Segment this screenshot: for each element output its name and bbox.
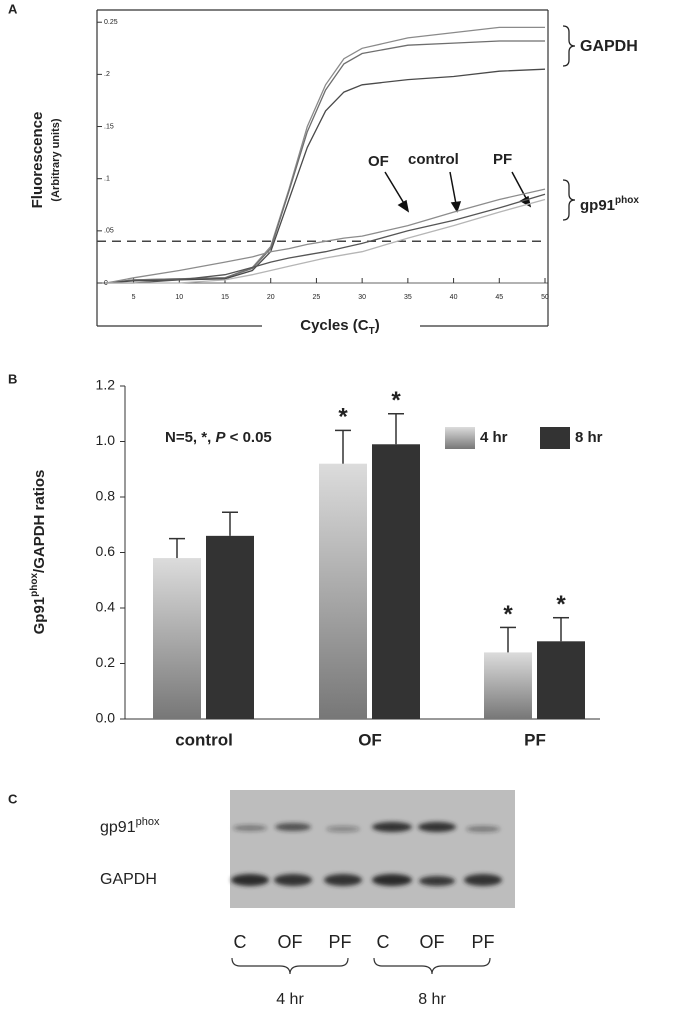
row-label-text: gp91 bbox=[100, 819, 136, 836]
y-tick-label: .15 bbox=[104, 123, 114, 130]
x-tick-label: 10 bbox=[175, 294, 183, 301]
x-tick-label: 30 bbox=[358, 294, 366, 301]
annotation: PF bbox=[493, 151, 512, 168]
y-tick-label: 0.8 bbox=[96, 488, 116, 504]
bar bbox=[537, 641, 585, 719]
x-tick-label: 40 bbox=[450, 294, 458, 301]
y-tick-label: .05 bbox=[104, 228, 114, 235]
curve bbox=[106, 40, 545, 284]
curve bbox=[106, 193, 546, 284]
note-text: N=5, *, bbox=[165, 429, 215, 446]
blot bbox=[230, 790, 515, 908]
y-tick-label: 0.2 bbox=[96, 654, 116, 670]
brace bbox=[562, 179, 576, 221]
note-end: < 0.05 bbox=[225, 429, 271, 446]
y-axis-label: (Arbitrary units) bbox=[50, 118, 62, 201]
curve bbox=[106, 26, 545, 284]
y-axis-label: Fluorescence bbox=[29, 112, 46, 209]
bar bbox=[484, 652, 532, 719]
y-tick-label: .2 bbox=[104, 71, 110, 78]
lane-label: PF bbox=[471, 932, 494, 952]
brace bbox=[231, 957, 349, 975]
lane-label: PF bbox=[328, 932, 351, 952]
row-label: GAPDH bbox=[100, 871, 157, 888]
curve bbox=[106, 68, 546, 284]
x-tick-label: 35 bbox=[404, 294, 412, 301]
brace bbox=[373, 957, 491, 975]
annotation: control bbox=[408, 151, 459, 168]
x-tick-label: 50 bbox=[541, 294, 549, 301]
legend-label: 4 hr bbox=[480, 429, 508, 446]
significance-mark: * bbox=[338, 404, 348, 431]
note-italic: P bbox=[215, 429, 226, 446]
y-tick-label: 1.2 bbox=[96, 377, 116, 393]
curve bbox=[105, 188, 546, 284]
panel-label: C bbox=[8, 791, 18, 806]
annotation-text: gp91 bbox=[580, 197, 615, 214]
lane-label: C bbox=[377, 932, 390, 952]
x-tick-label: 5 bbox=[132, 294, 136, 301]
annotation-sup: phox bbox=[615, 195, 639, 206]
curve bbox=[106, 198, 546, 284]
x-tick-label: 20 bbox=[267, 294, 275, 301]
y-axis-label-text: Gp91 bbox=[31, 597, 48, 635]
annotation: OF bbox=[368, 153, 389, 170]
y-tick-label: 0.0 bbox=[96, 710, 116, 726]
row-label-sup: phox bbox=[136, 816, 160, 828]
x-tick-label: OF bbox=[358, 730, 382, 749]
significance-mark: * bbox=[556, 591, 566, 618]
row-label: gp91phox bbox=[100, 816, 160, 836]
lane-label: OF bbox=[278, 932, 303, 952]
significance-mark: * bbox=[391, 387, 401, 414]
panel-label: B bbox=[8, 371, 17, 386]
bar bbox=[319, 463, 367, 719]
x-tick-label: 15 bbox=[221, 294, 229, 301]
y-axis-label-end: /GAPDH ratios bbox=[31, 470, 48, 573]
bar bbox=[153, 558, 201, 719]
legend-swatch bbox=[540, 427, 570, 449]
y-axis-label: Gp91phox/GAPDH ratios bbox=[29, 470, 48, 635]
y-tick-label: 0 bbox=[104, 280, 108, 287]
y-tick-label: .1 bbox=[104, 176, 110, 183]
y-tick-label: 0.4 bbox=[96, 599, 116, 615]
x-tick-label: 25 bbox=[313, 294, 321, 301]
annotation: gp91phox bbox=[580, 195, 639, 214]
y-tick-label: 0.6 bbox=[96, 543, 116, 559]
y-tick-label: 1.0 bbox=[96, 432, 116, 448]
bar bbox=[206, 535, 254, 719]
panel-label: A bbox=[8, 1, 18, 16]
x-tick-label: control bbox=[175, 730, 233, 749]
significance-mark: * bbox=[503, 601, 513, 628]
x-axis-label-sub: T bbox=[369, 326, 375, 337]
brace bbox=[562, 25, 576, 67]
x-tick-label: PF bbox=[524, 730, 546, 749]
group-label: 8 hr bbox=[418, 991, 446, 1008]
annotation: GAPDH bbox=[580, 38, 638, 55]
legend-swatch bbox=[445, 427, 475, 449]
x-axis-label-text: Cycles (C bbox=[300, 317, 369, 334]
note: N=5, *, P < 0.05 bbox=[165, 429, 272, 446]
bands bbox=[231, 822, 502, 886]
bar bbox=[372, 444, 420, 719]
legend-label: 8 hr bbox=[575, 429, 603, 446]
lane-label: C bbox=[234, 932, 247, 952]
group-label: 4 hr bbox=[276, 991, 304, 1008]
y-tick-label: 0.25 bbox=[104, 19, 118, 26]
x-axis-label: Cycles (CT) bbox=[300, 317, 379, 337]
lane-label: OF bbox=[420, 932, 445, 952]
y-axis-label-sup: phox bbox=[29, 573, 40, 597]
x-axis-label-end: ) bbox=[375, 317, 380, 334]
x-tick-label: 45 bbox=[495, 294, 503, 301]
